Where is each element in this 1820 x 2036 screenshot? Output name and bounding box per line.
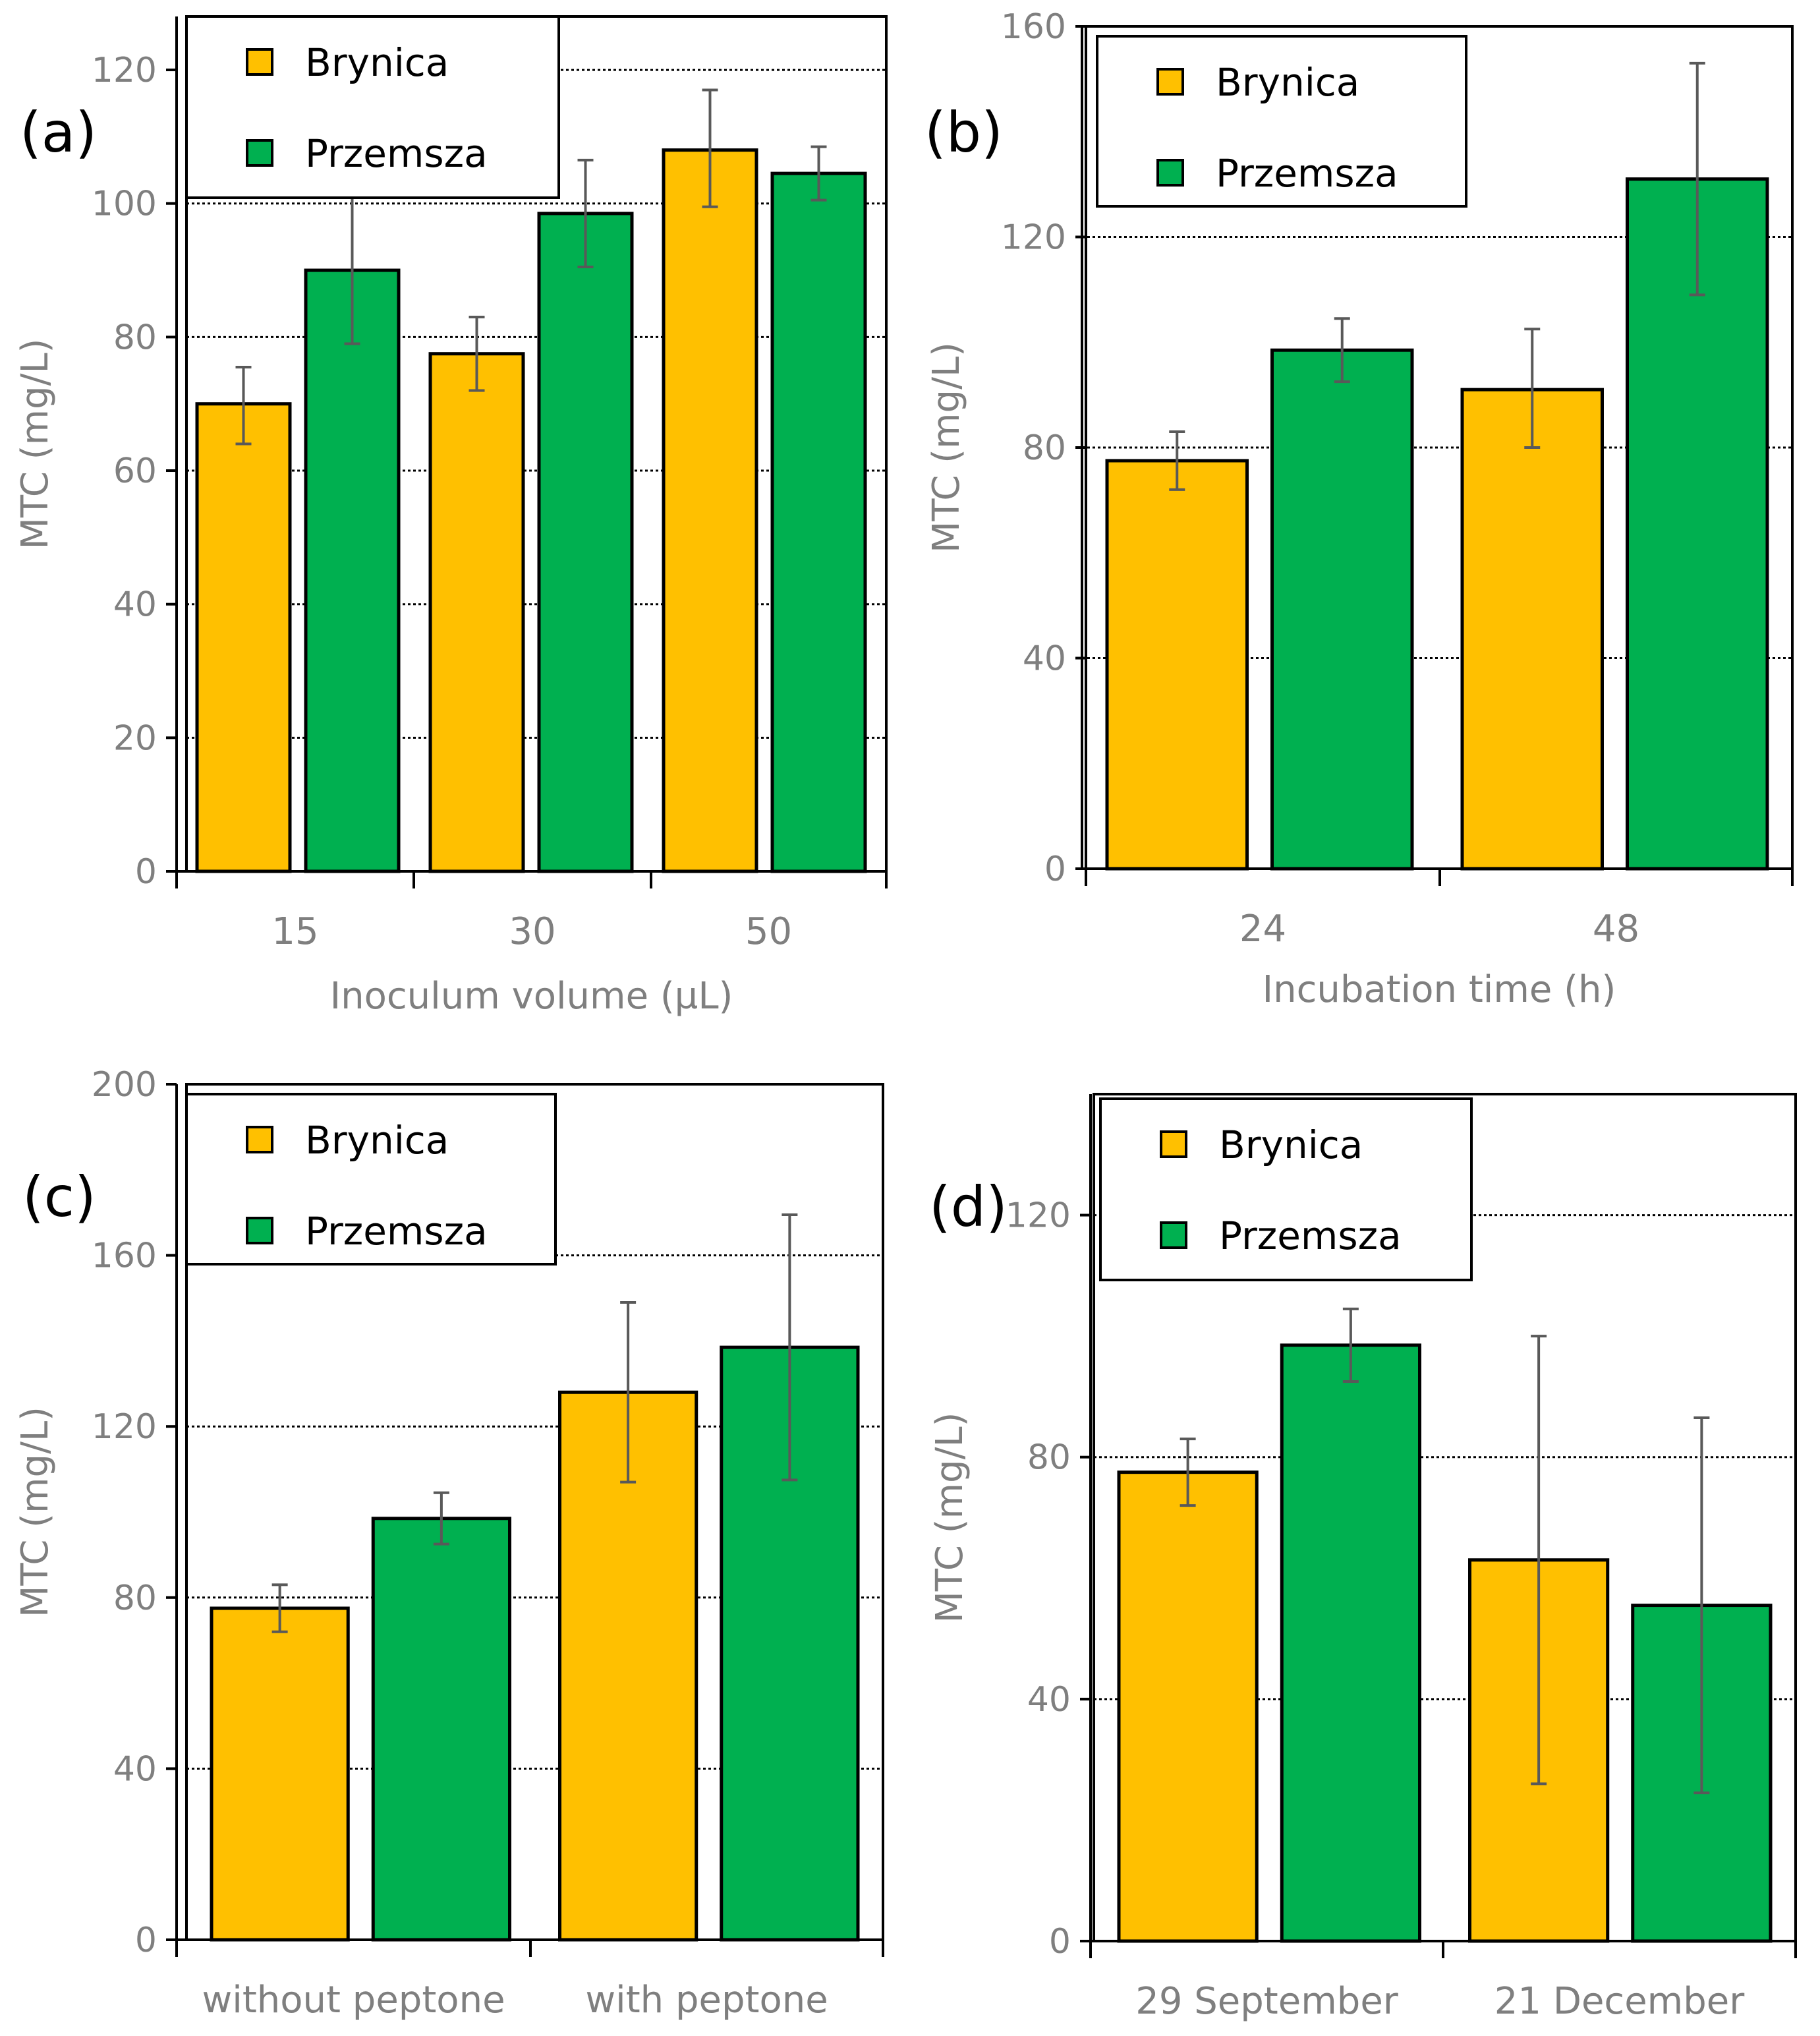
x-tick-label: with peptone — [585, 1979, 828, 2021]
panel-c: 0 40 80 120 160 200 without peptone with pepton… — [14, 1065, 884, 2021]
y-axis-label: MTC (mg/L) — [14, 1407, 57, 1617]
panel-a: 0 20 40 60 80 100 120 15 30 50 Inoculum volume (µL… — [14, 15, 888, 1018]
error-bar — [620, 1300, 637, 1484]
panel-label: (c) — [22, 1165, 96, 1229]
y-tick-label: 120 — [92, 1407, 157, 1447]
x-tick-label: 24 — [1239, 908, 1286, 950]
x-tick-label: without peptone — [202, 1979, 505, 2021]
legend-label-przemsza: Przemsza — [305, 131, 488, 176]
x-tick-label: 15 — [271, 910, 318, 953]
bar-brynica-50 — [662, 148, 758, 873]
y-tick-label: 40 — [1023, 639, 1066, 679]
legend-box — [185, 15, 560, 199]
y-tick-label: 80 — [1023, 428, 1066, 468]
error-bar — [1531, 1335, 1547, 1786]
y-tick-label: 160 — [92, 1236, 157, 1276]
x-tick-label: 48 — [1593, 908, 1639, 950]
legend-swatch-brynica — [1156, 68, 1184, 96]
error-bar — [1334, 317, 1350, 384]
legend: Brynica Przemsza — [1099, 1097, 1473, 1281]
legend-swatch-przemsza — [246, 139, 273, 167]
panel-label: (b) — [924, 100, 1003, 165]
x-tick-label: 21 December — [1494, 1980, 1745, 2023]
legend-label-brynica: Brynica — [1216, 60, 1359, 105]
y-tick-label: 80 — [1027, 1438, 1071, 1478]
legend-swatch-przemsza — [1156, 159, 1184, 187]
error-bar — [782, 1213, 798, 1482]
y-axis-label: MTC (mg/L) — [928, 1412, 971, 1623]
y-tick-label: 0 — [135, 852, 157, 892]
y-tick-label: 160 — [1001, 7, 1066, 47]
error-bar — [702, 88, 718, 208]
legend-swatch-przemsza — [1160, 1221, 1187, 1249]
error-bar — [1342, 1307, 1359, 1383]
bar-brynica-with-peptone — [558, 1390, 698, 1942]
error-bar — [1180, 1438, 1196, 1507]
legend-swatch-brynica — [1160, 1130, 1187, 1158]
y-tick-label: 0 — [135, 1921, 157, 1960]
error-bar — [1524, 328, 1541, 449]
y-tick-label: 40 — [1027, 1680, 1071, 1720]
y-axis-label: MTC (mg/L) — [14, 338, 57, 549]
y-tick-label: 120 — [92, 51, 157, 90]
legend-swatch-brynica — [246, 1126, 273, 1153]
y-tick-label: 20 — [113, 718, 157, 758]
error-bar — [810, 145, 827, 202]
panel-label: (a) — [20, 100, 97, 165]
y-tick-label: 40 — [113, 585, 157, 625]
x-tick-label: 50 — [745, 910, 792, 953]
x-tick-label: 29 September — [1135, 1980, 1399, 2023]
y-tick-label: 40 — [113, 1749, 157, 1789]
error-bar — [433, 1491, 449, 1546]
legend-label-brynica: Brynica — [305, 1118, 449, 1163]
legend: Brynica Przemsza — [185, 15, 560, 199]
bar-przemsza-30 — [537, 212, 634, 873]
error-bar — [577, 158, 594, 268]
panel-b: 0 40 80 120 160 24 48 Incubation time (h) MTC (m… — [924, 7, 1794, 1011]
bar-brynica-30 — [428, 352, 525, 873]
legend-swatch-przemsza — [246, 1217, 273, 1244]
error-bar — [271, 1583, 288, 1633]
x-axis-label: Inoculum volume (µL) — [330, 975, 733, 1018]
bar-brynica-48 — [1460, 388, 1604, 871]
bar-brynica-29-september — [1117, 1470, 1259, 1943]
legend-label-przemsza: Przemsza — [1216, 151, 1398, 196]
legend-label-przemsza: Przemsza — [1219, 1213, 1402, 1258]
y-tick-label: 120 — [1006, 1196, 1071, 1236]
error-bar — [235, 365, 252, 446]
y-tick-label: 80 — [113, 318, 157, 357]
bar-brynica-15 — [195, 402, 292, 873]
bar-przemsza-29-september — [1280, 1343, 1421, 1943]
legend-swatch-brynica — [246, 48, 273, 76]
bar-brynica-without-peptone — [210, 1606, 350, 1942]
y-tick-label: 200 — [92, 1065, 157, 1105]
legend-label-brynica: Brynica — [305, 40, 449, 85]
bar-przemsza-50 — [770, 171, 867, 873]
y-tick-label: 60 — [113, 451, 157, 491]
y-axis-label: MTC (mg/L) — [925, 342, 968, 553]
bar-brynica-24 — [1105, 459, 1249, 871]
y-tick-label: 120 — [1001, 218, 1066, 258]
legend-label-brynica: Brynica — [1219, 1122, 1363, 1167]
y-tick-label: 0 — [1049, 1922, 1071, 1962]
error-bar — [469, 315, 485, 392]
error-bar — [1693, 1416, 1710, 1795]
y-tick-label: 100 — [92, 185, 157, 224]
panel-label: (d) — [929, 1175, 1008, 1239]
bar-przemsza-24 — [1270, 348, 1414, 871]
x-tick-label: 30 — [509, 910, 555, 953]
bar-przemsza-15 — [304, 268, 401, 873]
legend-box — [1099, 1097, 1473, 1281]
panel-d: 0 40 80 120 29 September 21 December MTC (mg/L… — [928, 1093, 1797, 2023]
error-bar — [1689, 61, 1705, 297]
legend: Brynica Przemsza — [1096, 35, 1467, 208]
legend-label-przemsza: Przemsza — [305, 1209, 488, 1254]
bar-przemsza-without-peptone — [371, 1517, 511, 1942]
x-axis-label: Incubation time (h) — [1263, 968, 1616, 1011]
legend: Brynica Przemsza — [185, 1093, 557, 1265]
error-bar — [1169, 430, 1185, 491]
y-tick-label: 80 — [113, 1579, 157, 1618]
y-tick-label: 0 — [1044, 850, 1066, 889]
